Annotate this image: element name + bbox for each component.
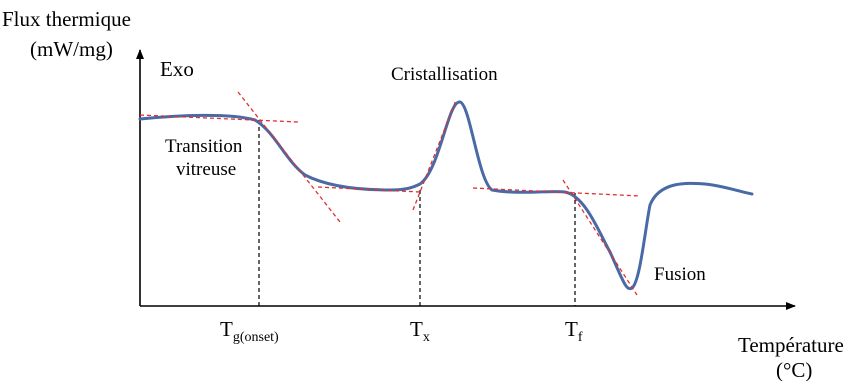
y-axis-title-line1: Flux thermique bbox=[2, 7, 131, 31]
tangent-baseline-mid bbox=[317, 186, 421, 193]
tick-label-tg: Tg(onset) bbox=[220, 317, 279, 345]
tick-label-tf: Tf bbox=[565, 317, 583, 345]
y-axis-title-line2: (mW/mg) bbox=[30, 37, 113, 61]
tangent-slope-crystallization bbox=[412, 99, 457, 211]
tick-label-tf-main: T bbox=[565, 317, 578, 341]
tick-label-tg-main: T bbox=[220, 317, 233, 341]
dsc-curve bbox=[138, 100, 754, 291]
exo-label: Exo bbox=[160, 57, 194, 81]
x-axis-title-line2: (°C) bbox=[776, 358, 812, 381]
fusion-label: Fusion bbox=[654, 264, 706, 285]
tangent-slope-fusion bbox=[562, 179, 638, 296]
tick-label-tg-sub: g(onset) bbox=[233, 330, 279, 345]
crystallization-label: Cristallisation bbox=[391, 64, 498, 85]
tick-label-tx-sub: x bbox=[423, 330, 430, 345]
tick-label-tx: Tx bbox=[410, 317, 430, 345]
tangent-baseline-glass bbox=[139, 114, 299, 123]
glass-transition-label-line1: Transition bbox=[165, 136, 243, 157]
glass-transition-label-line2: vitreuse bbox=[176, 159, 236, 180]
tick-label-tf-sub: f bbox=[578, 330, 583, 345]
tick-label-tx-main: T bbox=[410, 317, 423, 341]
tangent-lines bbox=[139, 91, 641, 296]
x-axis-title-line1: Température bbox=[738, 333, 844, 357]
